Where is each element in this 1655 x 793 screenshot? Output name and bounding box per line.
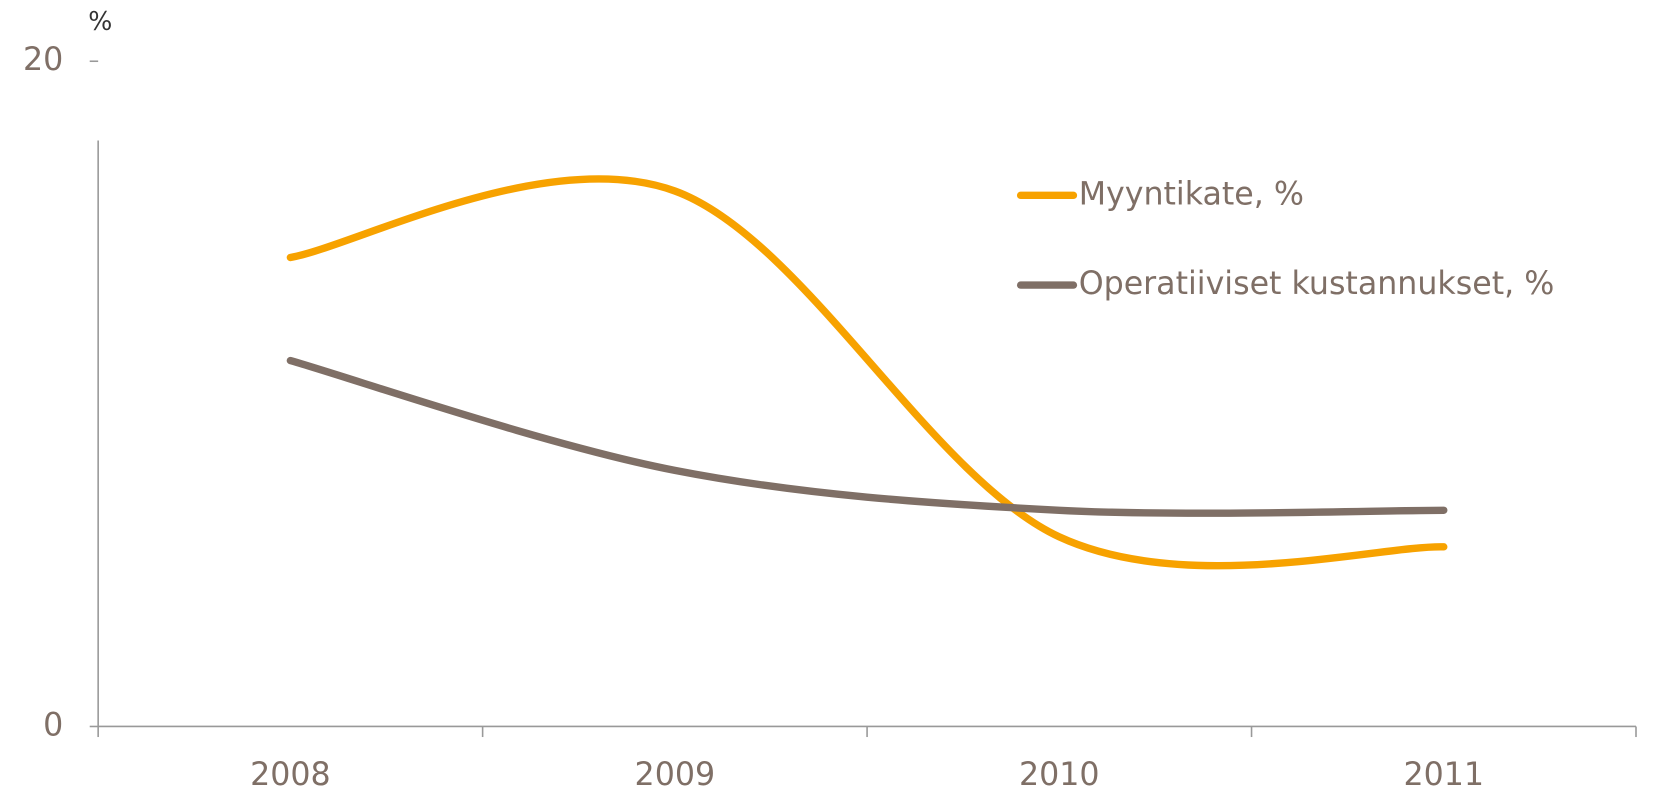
x-tick-label: 2010 bbox=[1019, 757, 1100, 793]
legend-label: Myyntikate, % bbox=[1079, 176, 1304, 212]
x-tick-label: 2008 bbox=[250, 757, 331, 793]
x-tick-label: 2011 bbox=[1403, 757, 1484, 793]
series-line bbox=[286, 175, 1448, 570]
series-line bbox=[286, 356, 1448, 517]
y-tick-label: 20 bbox=[23, 42, 63, 78]
y-axis-label: % bbox=[88, 6, 112, 36]
y-tick-label: 0 bbox=[43, 707, 63, 743]
legend-label: Operatiiviset kustannukset, % bbox=[1079, 266, 1555, 302]
x-tick-label: 2009 bbox=[635, 757, 716, 793]
